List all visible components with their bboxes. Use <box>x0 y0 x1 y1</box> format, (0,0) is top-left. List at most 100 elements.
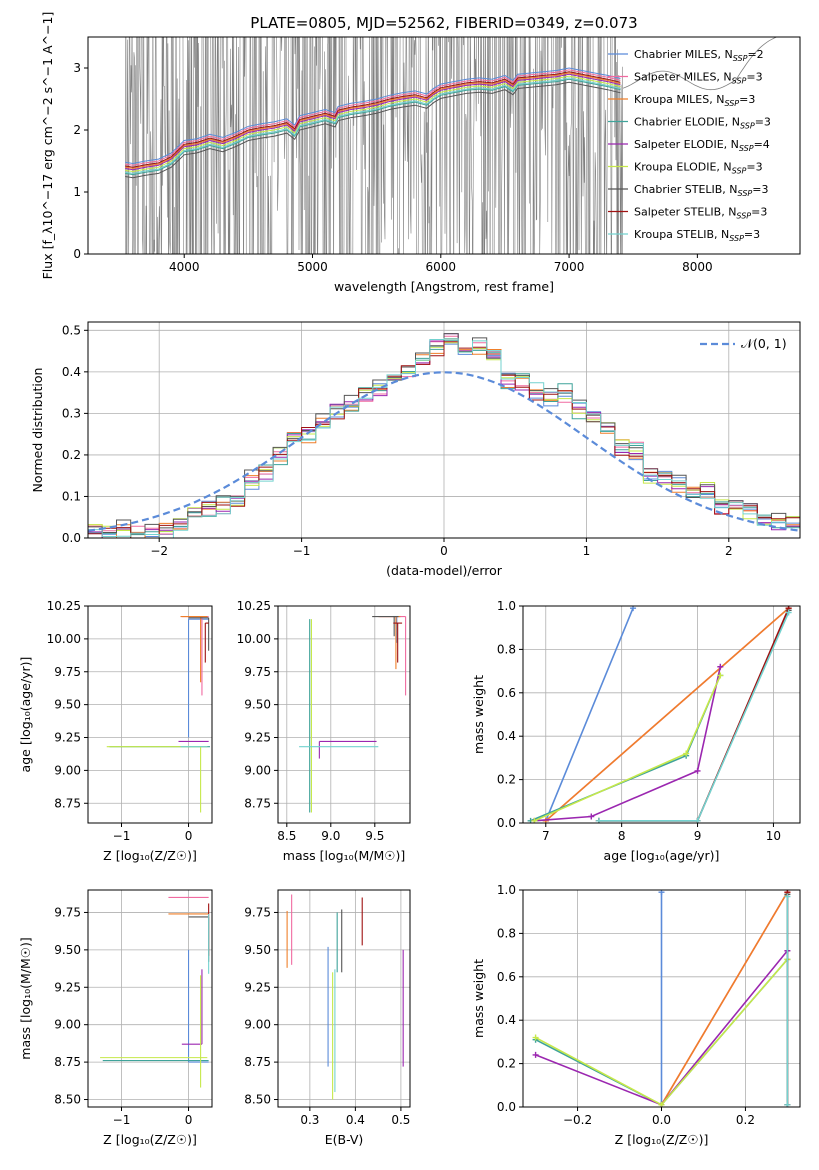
y-tick-label: 8.75 <box>54 1055 81 1069</box>
y-axis-label: Flux [f_λ10^−17 erg cm^−2 s^−1 A^−1] <box>40 12 55 280</box>
series-kroupa_miles <box>545 607 790 822</box>
x-tick-label: −1 <box>113 829 131 843</box>
x-tick-label: 0.0 <box>652 1113 671 1127</box>
y-tick-label: 0.1 <box>62 489 81 503</box>
y-tick-label: 0.6 <box>497 970 516 984</box>
legend-label-salpeter_miles: Salpeter MILES, NSSP=3 <box>634 71 763 86</box>
y-axis-label: Normed distribution <box>30 368 45 493</box>
axes-mass_vs_ebv: 0.3 0.4 0.5 8.50 8.75 9.00 9.25 9.50 9.75 E(B-V) <box>244 889 411 1147</box>
axes-frame <box>87 36 801 255</box>
x-tick-label: 0.2 <box>736 1113 755 1127</box>
y-tick-label: 0.4 <box>62 365 81 379</box>
model-salpeter_elodie <box>125 73 621 171</box>
x-axis-label: E(B-V) <box>325 1132 364 1147</box>
plot-area-weight_vs_z <box>532 890 791 1107</box>
y-tick-label: 8.75 <box>54 796 81 810</box>
y-tick-label: 1.0 <box>497 883 516 897</box>
legend-label-salpeter_elodie: Salpeter ELODIE, NSSP=4 <box>634 138 770 153</box>
model-chabrier_miles <box>125 67 621 165</box>
y-tick-label: 0.5 <box>62 323 81 337</box>
x-tick-label: −1 <box>113 1113 131 1127</box>
axes-age_vs_z: −1 0 8.75 9.00 9.25 9.50 9.75 10.00 10.25 Z [log₁… <box>18 599 213 863</box>
y-tick-label: 0.2 <box>497 773 516 787</box>
plot-area-spectrum <box>125 37 778 254</box>
axes-frame <box>277 889 411 1108</box>
x-tick-label: 0 <box>440 544 448 558</box>
x-axis-label: Z [log₁₀(Z/Z☉)] <box>103 1132 197 1147</box>
x-axis-label: Z [log₁₀(Z/Z☉)] <box>615 1132 709 1147</box>
axes-weight_vs_age: 7 8 9 10 0.0 0.2 0.4 0.6 0.8 1.0 age [log₁₀(age/yr… <box>471 599 801 863</box>
y-tick-label: 9.00 <box>244 763 271 777</box>
x-tick-label: 4000 <box>169 260 200 274</box>
plot-area-age_vs_z <box>106 615 210 813</box>
y-tick-label: 9.50 <box>244 698 271 712</box>
model-kroupa_miles <box>125 72 621 169</box>
observed-spectrum-tail <box>622 37 778 91</box>
x-tick-label: 6000 <box>426 260 457 274</box>
y-tick-label: 0.8 <box>497 642 516 656</box>
histogram-kroupa_stelib <box>88 338 800 538</box>
y-tick-label: 9.25 <box>54 731 81 745</box>
y-tick-label: 0.2 <box>497 1057 516 1071</box>
axes-frame <box>522 605 801 824</box>
y-tick-label: 9.25 <box>54 980 81 994</box>
legend: Chabrier MILES, NSSP=2 Salpeter MILES, NS… <box>608 48 771 243</box>
y-tick-label: 8.50 <box>244 1093 271 1107</box>
x-tick-label: 7 <box>542 829 550 843</box>
series-kroupa_stelib <box>598 612 790 822</box>
point-salpeter_elodie <box>588 813 595 820</box>
y-axis-label: mass [log₁₀(M/M☉)] <box>18 937 33 1059</box>
model-chabrier_elodie <box>125 78 621 176</box>
y-tick-label: 9.75 <box>54 665 81 679</box>
x-tick-label: −2 <box>150 544 168 558</box>
x-tick-label: 0.3 <box>300 1113 319 1127</box>
series-kroupa_elodie <box>534 675 722 822</box>
y-tick-label: 0.4 <box>497 1013 516 1027</box>
axes-frame <box>87 605 213 824</box>
x-tick-label: 7000 <box>554 260 585 274</box>
model-salpeter_stelib <box>125 71 621 168</box>
point-salpeter_elodie <box>532 1051 539 1058</box>
x-axis-label: mass [log₁₀(M/M☉)] <box>283 848 405 863</box>
legend-label-kroupa_stelib: Kroupa STELIB, NSSP=3 <box>634 228 760 243</box>
axes-spectrum: 4000 5000 6000 7000 8000 0 1 2 3 wavelength [Angs… <box>40 12 801 294</box>
chart-title: PLATE=0805, MJD=52562, FIBERID=0349, z=0… <box>250 14 637 32</box>
legend-label-salpeter_stelib: Salpeter STELIB, NSSP=3 <box>634 206 767 221</box>
model-kroupa_stelib <box>125 77 621 174</box>
y-tick-label: 9.00 <box>54 1018 81 1032</box>
y-tick-label: 10.25 <box>47 599 81 613</box>
y-tick-label: 0.0 <box>62 531 81 545</box>
point-kroupa_elodie <box>717 672 724 679</box>
x-tick-label: 9 <box>694 829 702 843</box>
series-chabrier_miles <box>545 607 634 822</box>
series-chabrier_elodie <box>530 675 722 822</box>
point-salpeter_elodie <box>717 663 724 670</box>
y-tick-label: 9.50 <box>54 943 81 957</box>
x-axis-label: wavelength [Angstrom, rest frame] <box>334 279 554 294</box>
y-tick-label: 9.25 <box>244 980 271 994</box>
y-tick-label: 10.00 <box>237 632 271 646</box>
y-tick-label: 2 <box>73 123 81 137</box>
y-tick-label: 9.75 <box>244 665 271 679</box>
axes-weight_vs_z: −0.2 0.0 0.2 0.0 0.2 0.4 0.6 0.8 1.0 Z [log₁₀(Z/Z… <box>471 883 801 1147</box>
x-tick-label: 9.5 <box>365 829 384 843</box>
legend-label-chabrier_stelib: Chabrier STELIB, NSSP=3 <box>634 183 768 198</box>
axes-frame <box>277 605 411 824</box>
x-axis-label: Z [log₁₀(Z/Z☉)] <box>103 848 197 863</box>
point-kroupa_stelib <box>785 609 792 616</box>
x-tick-label: 8000 <box>682 260 713 274</box>
legend-label-chabrier_elodie: Chabrier ELODIE, NSSP=3 <box>634 116 771 131</box>
x-tick-label: −0.2 <box>563 1113 592 1127</box>
x-tick-label: 0.5 <box>391 1113 410 1127</box>
model-salpeter_miles <box>125 69 621 166</box>
x-tick-label: 9.0 <box>321 829 340 843</box>
x-tick-label: 1 <box>583 544 591 558</box>
y-tick-label: 0.2 <box>62 448 81 462</box>
legend-label-kroupa_elodie: Kroupa ELODIE, NSSP=3 <box>634 161 763 176</box>
plot-area-age_vs_mass <box>299 615 407 813</box>
y-tick-label: 9.75 <box>54 905 81 919</box>
x-tick-label: −1 <box>293 544 311 558</box>
y-tick-label: 9.75 <box>244 905 271 919</box>
model-kroupa_elodie <box>125 75 621 173</box>
